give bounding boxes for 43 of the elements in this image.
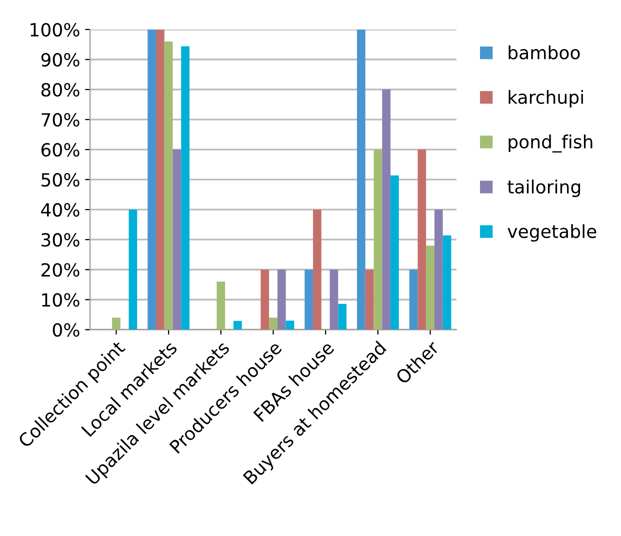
bar: [277, 270, 286, 330]
bar: [374, 150, 382, 330]
legend-label: tailoring: [508, 180, 580, 198]
bar: [128, 210, 138, 330]
bar: [442, 235, 452, 330]
bar: [390, 175, 399, 330]
bar: [426, 246, 434, 330]
bar: [156, 29, 164, 330]
bar: [304, 270, 314, 330]
bar: [216, 282, 226, 330]
y-tick-label: 60%: [41, 143, 80, 157]
bar: [286, 320, 294, 330]
bar: [338, 304, 347, 330]
bar: [434, 210, 443, 330]
legend-label: pond_fish: [508, 134, 592, 153]
bar: [233, 320, 242, 330]
y-tick-label: 40%: [41, 203, 80, 217]
legend-label: bamboo: [508, 45, 580, 60]
bar: [181, 46, 190, 330]
y-tick-label: 0%: [52, 323, 80, 337]
y-tick-label: 100%: [30, 22, 80, 37]
bar: [418, 150, 426, 330]
bar: [112, 318, 120, 330]
bar: [313, 210, 322, 330]
y-tick-label: 70%: [42, 112, 80, 127]
bar: [269, 318, 278, 330]
y-tick-label: 50%: [42, 173, 80, 187]
y-tick-label: 30%: [42, 233, 80, 247]
bar: [330, 270, 338, 330]
bar: [172, 150, 182, 330]
bar: [382, 90, 390, 330]
bar: [356, 29, 366, 330]
legend-label: vegetable: [508, 224, 596, 242]
y-tick-label: 20%: [42, 263, 80, 277]
bar: [164, 41, 173, 330]
bar: [365, 270, 374, 330]
y-tick-label: 10%: [42, 293, 80, 307]
legend-label: karchupi: [508, 90, 583, 108]
y-tick-label: 90%: [41, 52, 80, 67]
bar: [148, 29, 156, 330]
bar: [260, 270, 270, 330]
y-tick-label: 80%: [41, 82, 80, 97]
bar: [409, 270, 418, 330]
